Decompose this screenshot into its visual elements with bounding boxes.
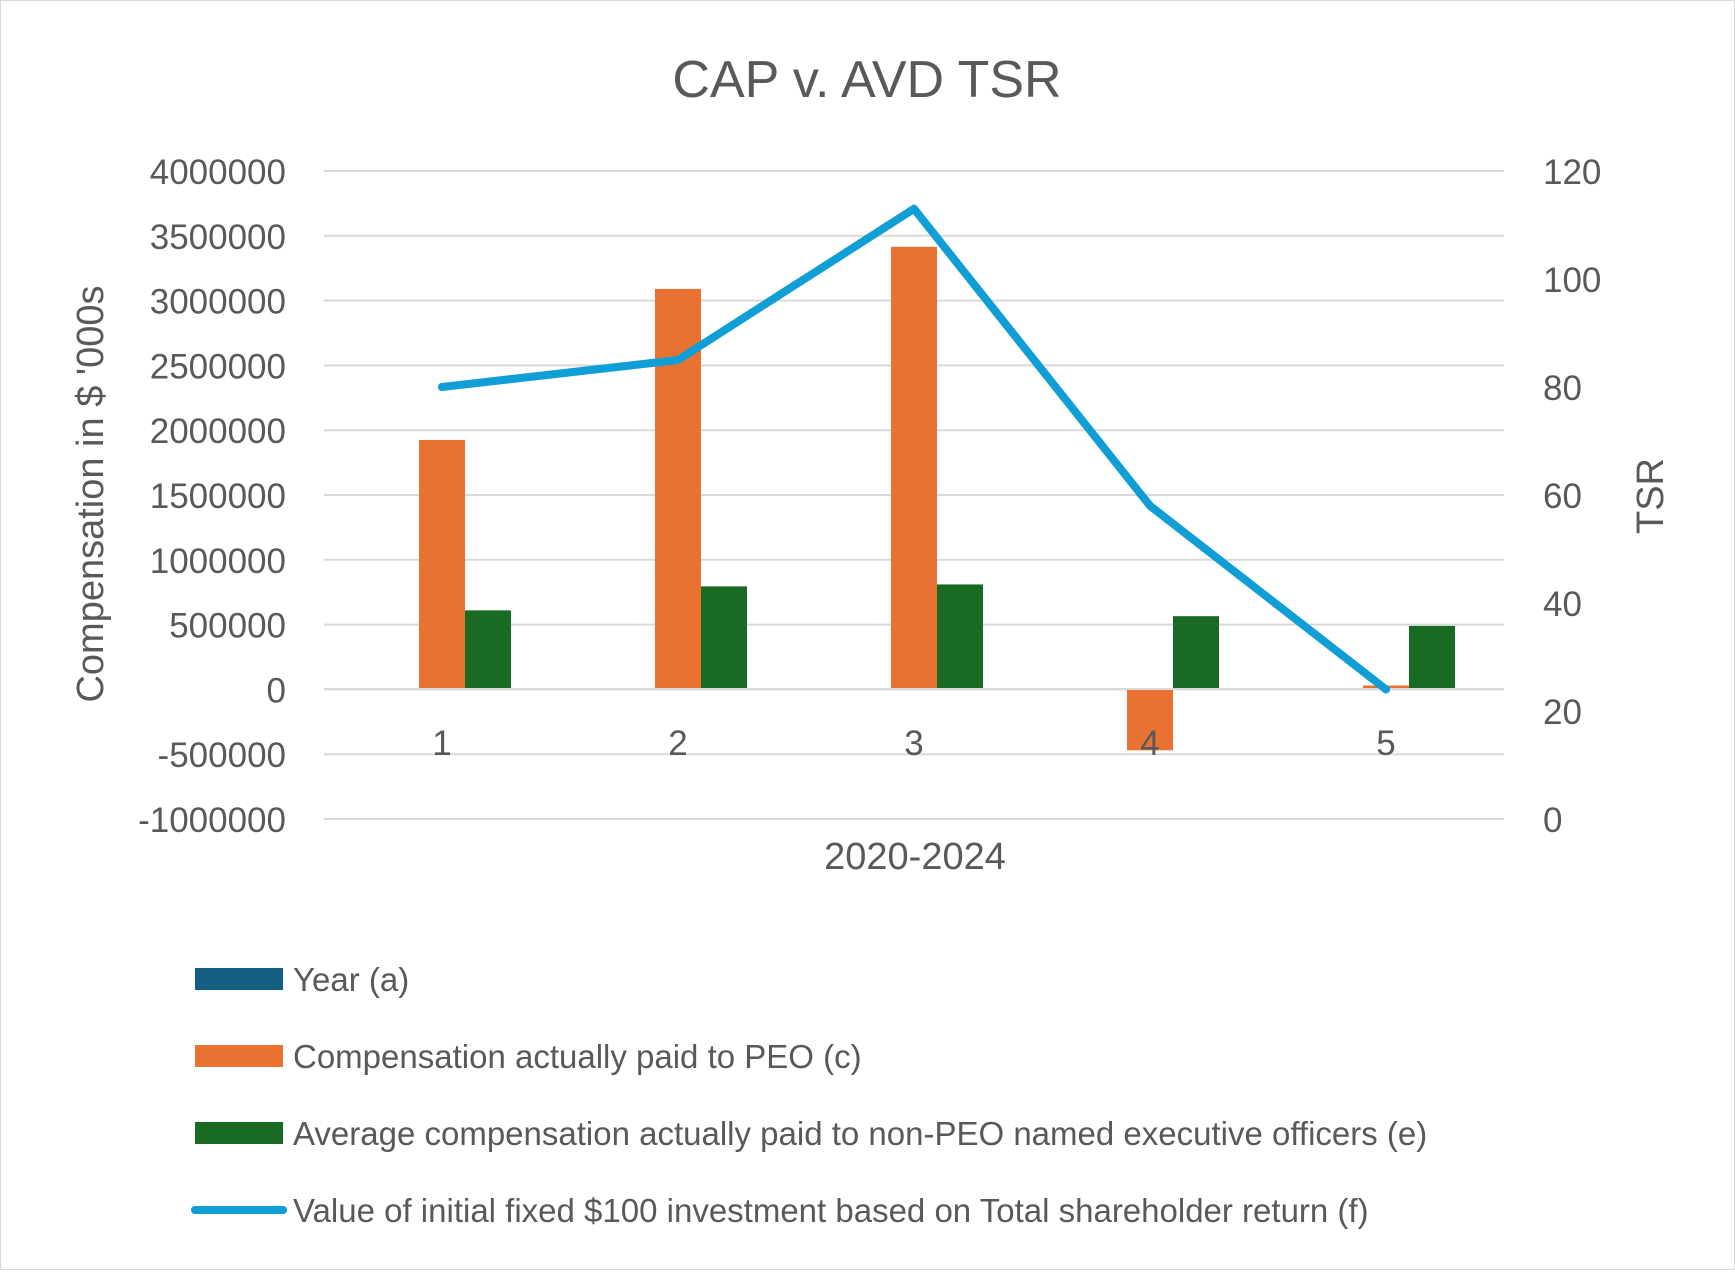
bar-series2-cat3 bbox=[937, 584, 983, 690]
bar-series2-cat4 bbox=[1173, 616, 1219, 690]
y-tick-label: 2500000 bbox=[150, 347, 286, 386]
tsr-point-3 bbox=[910, 204, 918, 213]
y-tick-label: 0 bbox=[267, 671, 286, 710]
y2-axis-title: TSR bbox=[1630, 458, 1672, 534]
bar-series1-cat4 bbox=[1127, 689, 1173, 751]
legend-label-1: Compensation actually paid to PEO (c) bbox=[293, 1038, 862, 1075]
legend-label-0: Year (a) bbox=[293, 961, 409, 998]
y-tick-label: 1000000 bbox=[150, 542, 286, 581]
legend-label-3: Value of initial fixed $100 investment b… bbox=[293, 1192, 1369, 1229]
tsr-point-2 bbox=[674, 356, 682, 364]
bar-series2-cat5 bbox=[1409, 625, 1455, 690]
tsr-point-5 bbox=[1382, 685, 1390, 694]
legend: Year (a) Compensation actually paid to PE… bbox=[191, 961, 1427, 1229]
x-tick-label: 1 bbox=[432, 724, 451, 763]
x-axis-title: 2020-2024 bbox=[824, 836, 1006, 878]
y-tick-label: -1000000 bbox=[138, 801, 286, 840]
x-tick-label: 5 bbox=[1376, 724, 1395, 763]
y2-tick-label: 20 bbox=[1543, 693, 1582, 732]
y2-tick-label: 60 bbox=[1543, 477, 1582, 516]
left-axis-ticks: 4000000 3500000 3000000 2500000 2000000 15000… bbox=[138, 153, 286, 840]
bars bbox=[419, 246, 1455, 751]
legend-swatch-2 bbox=[195, 1122, 283, 1144]
chart-title: CAP v. AVD TSR bbox=[672, 51, 1061, 109]
tsr-line-series bbox=[438, 204, 1390, 694]
bar-series2-cat2 bbox=[701, 586, 747, 690]
x-tick-label: 2 bbox=[668, 724, 687, 763]
bar-series1-cat3 bbox=[891, 246, 937, 690]
tsr-point-4 bbox=[1146, 501, 1154, 510]
right-axis-ticks: 120 100 80 60 40 20 0 bbox=[1543, 153, 1601, 840]
legend-swatch-1 bbox=[195, 1045, 283, 1067]
y-tick-label: 500000 bbox=[169, 607, 286, 646]
category-labels: 1 2 3 4 5 bbox=[432, 724, 1395, 763]
y2-tick-label: 100 bbox=[1543, 261, 1601, 300]
x-tick-label: 3 bbox=[904, 724, 923, 763]
x-tick-label: 4 bbox=[1140, 724, 1159, 763]
y-axis-title: Compensation in $ '000s bbox=[70, 285, 112, 702]
tsr-point-1 bbox=[438, 383, 446, 391]
legend-swatch-0 bbox=[195, 968, 283, 990]
y-tick-label: 4000000 bbox=[150, 153, 286, 192]
y-tick-label: -500000 bbox=[158, 736, 286, 775]
bar-series1-cat1 bbox=[419, 439, 465, 690]
y-tick-label: 3500000 bbox=[150, 218, 286, 257]
y-tick-label: 3000000 bbox=[150, 283, 286, 322]
y2-tick-label: 0 bbox=[1543, 801, 1562, 840]
y-tick-label: 2000000 bbox=[150, 412, 286, 451]
y-tick-label: 1500000 bbox=[150, 477, 286, 516]
legend-label-2: Average compensation actually paid to no… bbox=[293, 1115, 1427, 1152]
y2-tick-label: 40 bbox=[1543, 585, 1582, 624]
y2-tick-label: 80 bbox=[1543, 369, 1582, 408]
y2-tick-label: 120 bbox=[1543, 153, 1601, 192]
bar-series2-cat1 bbox=[465, 610, 511, 690]
